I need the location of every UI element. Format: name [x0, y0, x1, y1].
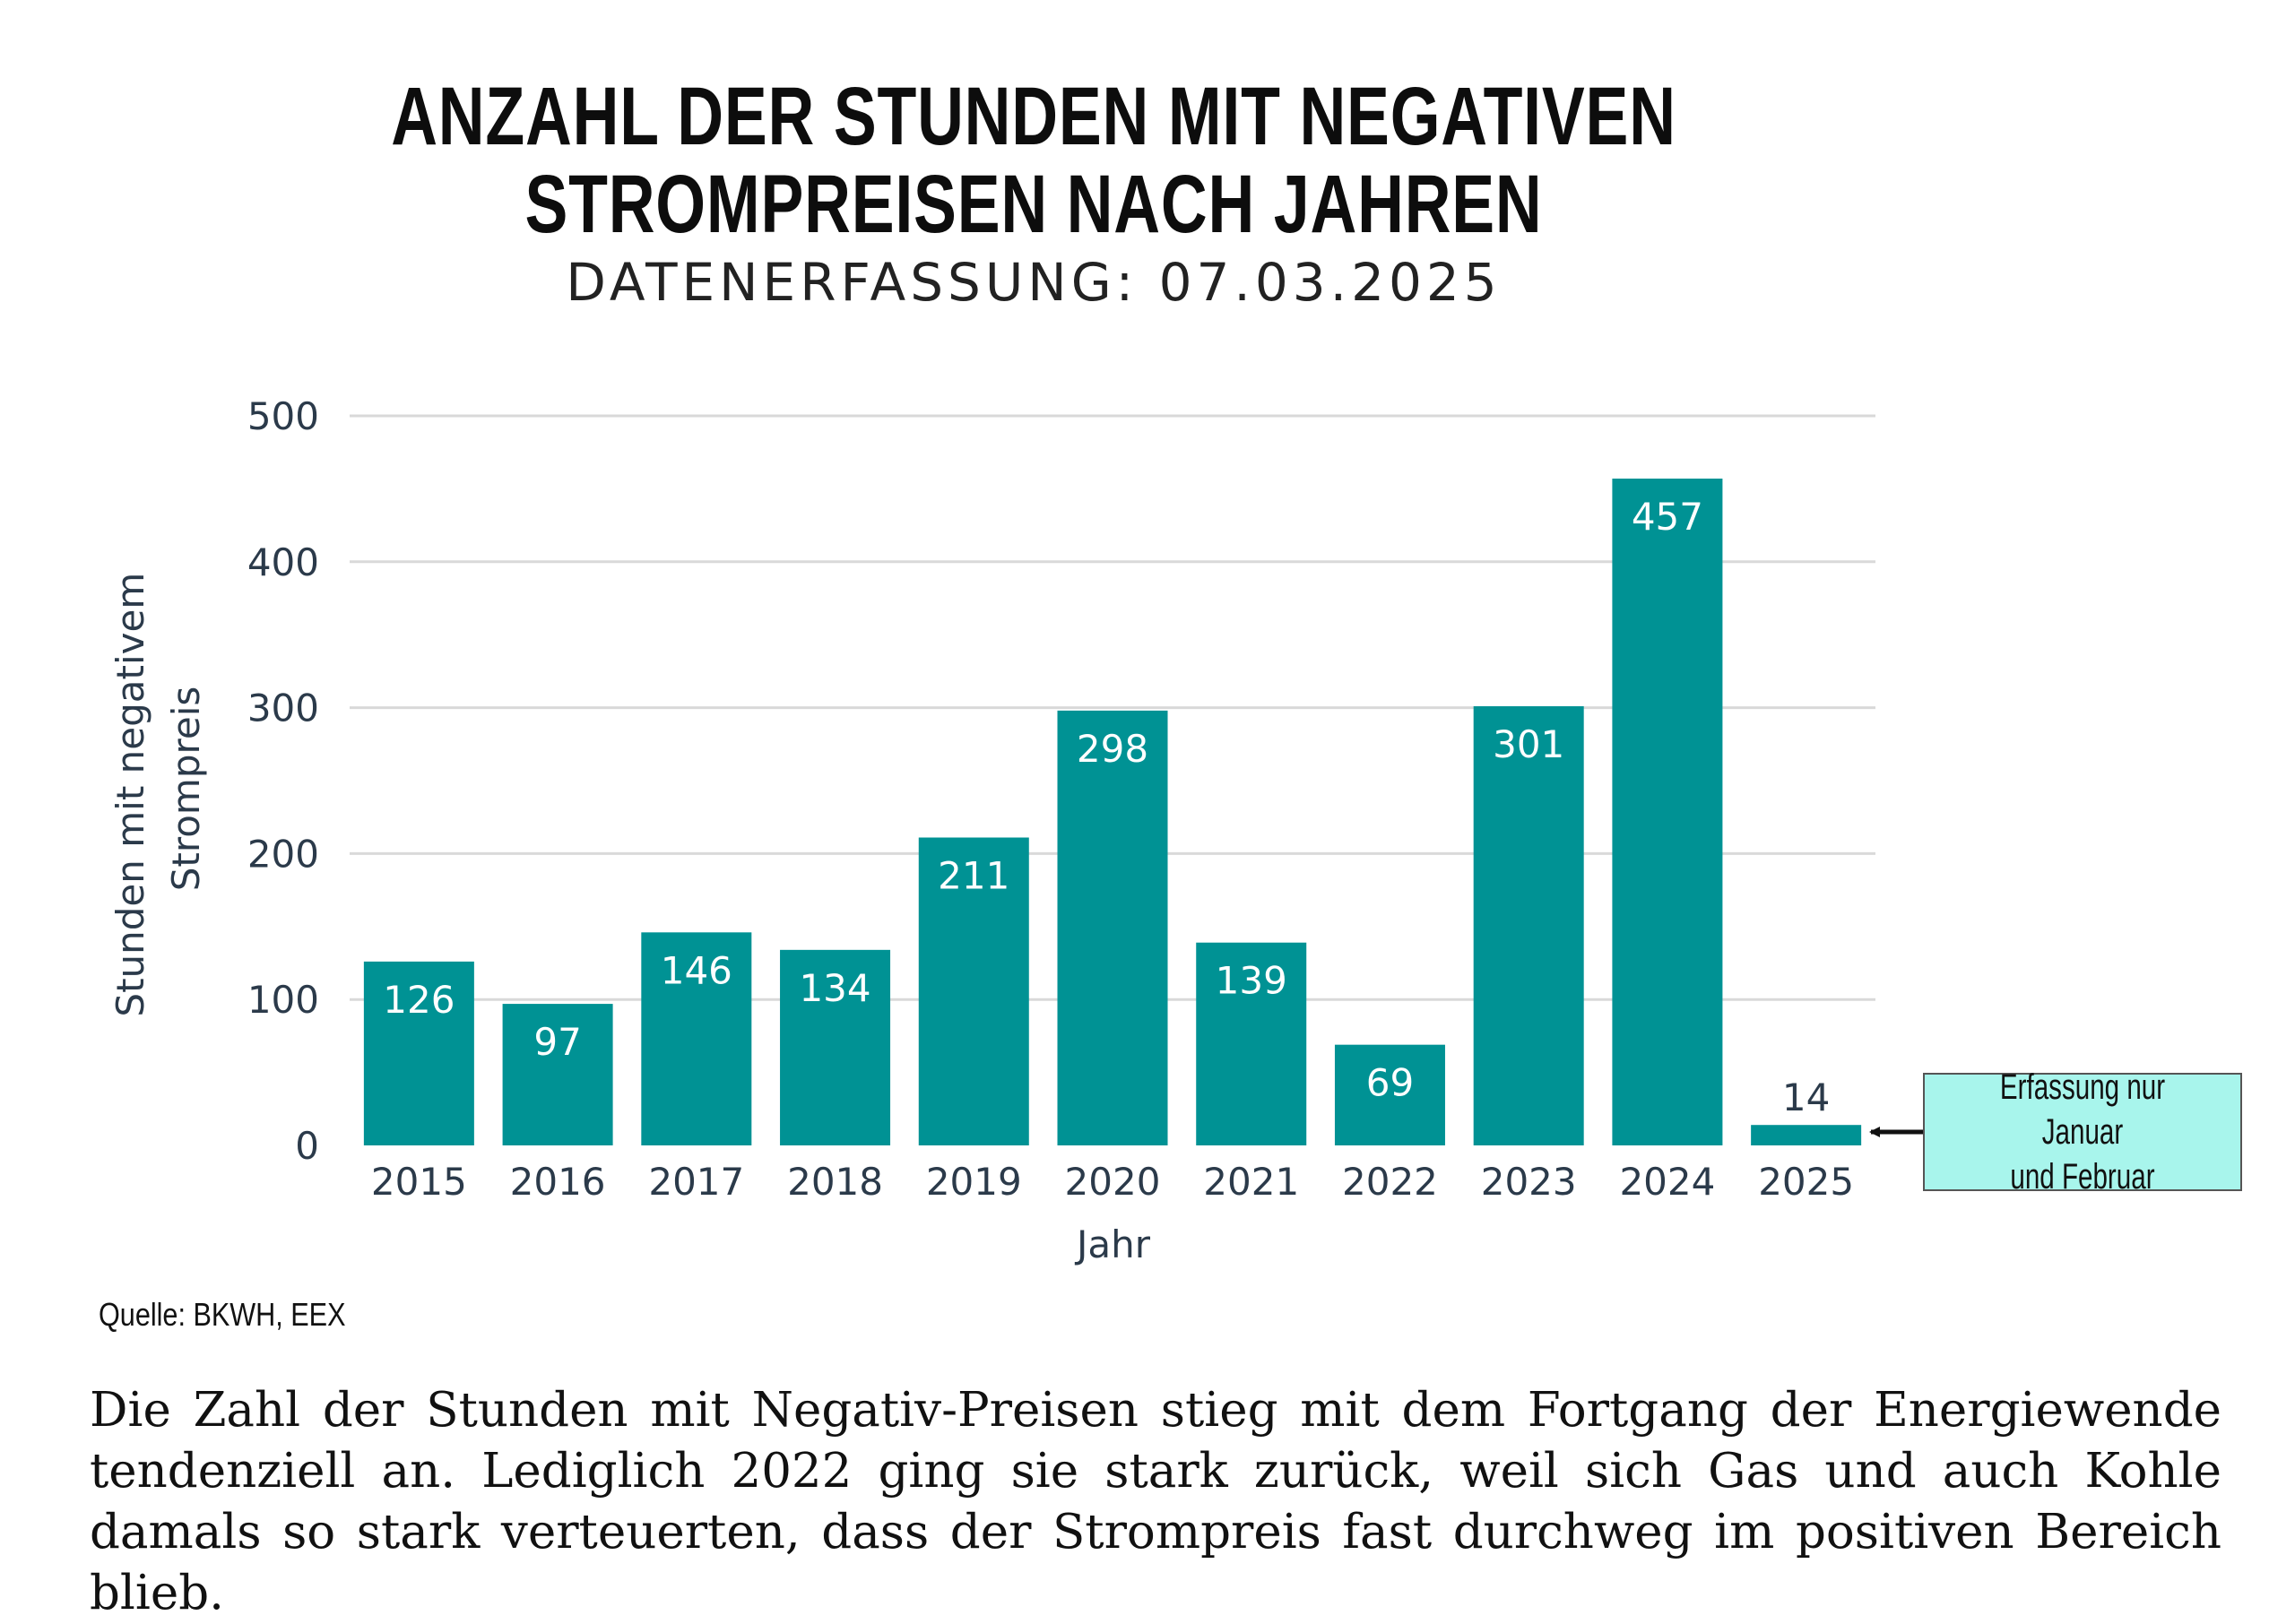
- bar-value-label: 211: [938, 853, 1009, 897]
- bar-value-label: 69: [1366, 1061, 1414, 1105]
- annotation-line-1: Erfassung nur Januar: [1999, 1067, 2166, 1152]
- chart-title-line-1: ANZAHL DER STUNDEN MIT NEGATIVEN: [391, 71, 1676, 162]
- bar-2018: [780, 949, 891, 1145]
- x-tick-label: 2019: [926, 1160, 1022, 1204]
- bar-2019: [918, 837, 1029, 1145]
- x-axis-label: Jahr: [1074, 1222, 1151, 1266]
- x-tick-label: 2022: [1342, 1160, 1438, 1204]
- x-tick-label: 2020: [1065, 1160, 1161, 1204]
- bar-2024: [1612, 479, 1723, 1145]
- bar-value-label: 139: [1216, 959, 1287, 1003]
- y-axis-label-line-1: Stunden mit negativem: [108, 573, 152, 1017]
- bar-value-label: 14: [1782, 1075, 1830, 1119]
- bar-value-label: 134: [799, 966, 870, 1010]
- bar-value-label: 301: [1493, 722, 1564, 766]
- x-tick-label: 2021: [1203, 1160, 1299, 1204]
- x-tick-label: 2024: [1619, 1160, 1715, 1204]
- chart-title-line-2: STROMPREISEN NACH JAHREN: [524, 159, 1543, 250]
- bars: [363, 479, 1862, 1145]
- bar-2022: [1334, 1044, 1445, 1145]
- source-note: Quelle: BKWH, EEX: [99, 1296, 346, 1333]
- bar-2020: [1057, 710, 1168, 1145]
- bar-2023: [1473, 705, 1584, 1145]
- x-tick-label: 2018: [787, 1160, 883, 1204]
- bar-value-labels: 126 97 146 134 211 298 139 69 301 457 14: [383, 495, 1830, 1119]
- bar-value-label: 457: [1632, 495, 1703, 539]
- y-axis-label: Stunden mit negativem Strompreis: [108, 560, 208, 1016]
- bar-2016: [502, 1004, 613, 1145]
- bar-value-label: 97: [533, 1020, 581, 1064]
- x-axis-ticks: 2015 2016 2017 2018 2019 2020 2021 2022 2023 2024…: [371, 1160, 1854, 1204]
- y-axis-ticks: 0 100 200 300 400 500: [247, 394, 319, 1168]
- bar-2025: [1751, 1125, 1862, 1145]
- y-tick-label: 500: [247, 394, 319, 438]
- bar-value-label: 298: [1077, 727, 1148, 771]
- chart-subtitle: DATENERFASSUNG: 07.03.2025: [566, 252, 1502, 313]
- bar-2017: [641, 932, 752, 1145]
- x-tick-label: 2017: [648, 1160, 744, 1204]
- annotation-line-2: und Februar: [2010, 1157, 2155, 1196]
- caption-paragraph: Die Zahl der Stunden mit Negativ-Preisen…: [90, 1383, 2221, 1620]
- bar-chart: 0 100 200 300 400 500 126 97 146 134 211 298 139 69 3…: [108, 394, 1970, 1266]
- bar-value-label: 146: [661, 948, 732, 992]
- x-tick-label: 2015: [371, 1160, 467, 1204]
- bar-2021: [1196, 942, 1307, 1145]
- x-tick-label: 2023: [1481, 1160, 1577, 1204]
- annotation-callout: Erfassung nur Januar und Februar: [1923, 1067, 2242, 1196]
- y-tick-label: 100: [247, 978, 319, 1022]
- bar-2015: [363, 961, 474, 1145]
- bar-value-label: 126: [383, 978, 455, 1022]
- x-tick-label: 2016: [510, 1160, 606, 1204]
- y-tick-label: 300: [247, 687, 319, 730]
- y-axis-label-line-2: Strompreis: [164, 687, 208, 891]
- y-tick-label: 200: [247, 832, 319, 876]
- y-tick-label: 0: [295, 1124, 319, 1168]
- y-tick-label: 400: [247, 540, 319, 584]
- x-tick-label: 2025: [1758, 1160, 1854, 1204]
